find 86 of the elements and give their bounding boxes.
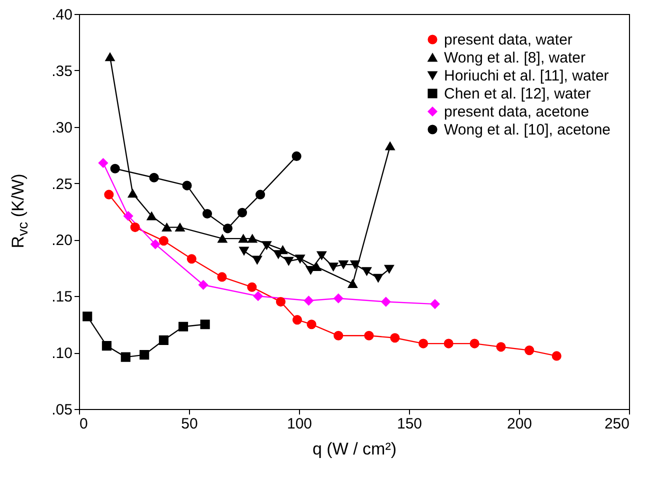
point xyxy=(200,320,210,330)
point xyxy=(149,172,159,182)
point xyxy=(158,335,168,345)
point xyxy=(364,330,374,340)
x-axis-title: q (W / cm²) xyxy=(312,440,397,458)
point xyxy=(82,312,92,322)
point xyxy=(334,330,344,340)
point xyxy=(178,322,188,332)
point xyxy=(262,241,272,250)
point xyxy=(253,291,263,301)
point xyxy=(110,164,120,174)
y-tick-label: .10 xyxy=(52,345,72,362)
point xyxy=(430,299,440,309)
point xyxy=(248,234,258,243)
point xyxy=(524,346,534,356)
point xyxy=(123,211,134,221)
point xyxy=(373,274,383,282)
x-tick-label: 0 xyxy=(80,416,88,432)
legend-label: present data, water xyxy=(444,32,572,48)
point xyxy=(276,297,286,307)
point xyxy=(104,190,114,200)
point xyxy=(222,224,233,234)
x-tick-label: 100 xyxy=(286,416,312,432)
point xyxy=(218,234,228,243)
point xyxy=(292,315,302,325)
point xyxy=(385,142,395,150)
point xyxy=(150,239,160,250)
point xyxy=(252,256,262,264)
point xyxy=(162,223,172,232)
point xyxy=(130,222,140,232)
y-tick-label: .25 xyxy=(52,176,72,193)
point xyxy=(198,280,208,290)
point xyxy=(182,180,192,190)
point xyxy=(334,294,344,304)
point xyxy=(102,341,112,351)
point xyxy=(306,320,316,330)
point xyxy=(444,338,454,348)
point xyxy=(496,342,506,352)
point xyxy=(306,266,316,274)
point xyxy=(237,208,248,218)
point xyxy=(247,282,257,292)
point xyxy=(238,234,248,243)
point xyxy=(470,338,480,348)
y-tick-label: .05 xyxy=(52,402,72,418)
point xyxy=(140,350,150,360)
y-tick-label: .15 xyxy=(52,288,72,306)
legend-label: Chen et al. [12], water xyxy=(444,86,591,102)
point xyxy=(105,52,115,62)
point xyxy=(304,296,314,306)
point xyxy=(284,256,294,266)
point xyxy=(316,251,326,260)
point xyxy=(362,267,372,276)
x-tick-label: 50 xyxy=(181,416,198,432)
x-tick-label: 250 xyxy=(604,416,630,432)
y-tick-label: .35 xyxy=(52,62,72,80)
legend-label: Wong et al. [8], water xyxy=(444,50,586,66)
point xyxy=(350,260,360,269)
point xyxy=(175,223,185,232)
legend-label: present data, acetone xyxy=(444,104,590,120)
point xyxy=(217,272,227,282)
point xyxy=(338,260,348,269)
point xyxy=(158,236,168,246)
point xyxy=(202,208,212,219)
point xyxy=(348,280,358,288)
legend-label: Wong et al. [10], acetone xyxy=(444,122,611,138)
y-tick-label: .40 xyxy=(52,6,72,24)
point xyxy=(239,246,249,256)
x-tick-label: 200 xyxy=(506,416,532,432)
y-tick-label: .20 xyxy=(52,232,72,250)
point xyxy=(255,190,266,200)
point xyxy=(292,151,302,161)
point xyxy=(328,262,338,272)
point xyxy=(381,297,391,307)
point xyxy=(98,158,108,168)
point xyxy=(128,189,138,198)
legend-label: Horiuchi et al. [11], water xyxy=(444,68,609,84)
point xyxy=(120,352,130,362)
point xyxy=(146,212,156,220)
point xyxy=(390,333,400,343)
y-tick-label: .30 xyxy=(52,119,72,136)
point xyxy=(295,254,305,264)
point xyxy=(418,338,428,348)
point xyxy=(552,351,562,361)
x-tick-label: 150 xyxy=(396,416,422,432)
point xyxy=(384,264,394,274)
point xyxy=(186,254,196,264)
